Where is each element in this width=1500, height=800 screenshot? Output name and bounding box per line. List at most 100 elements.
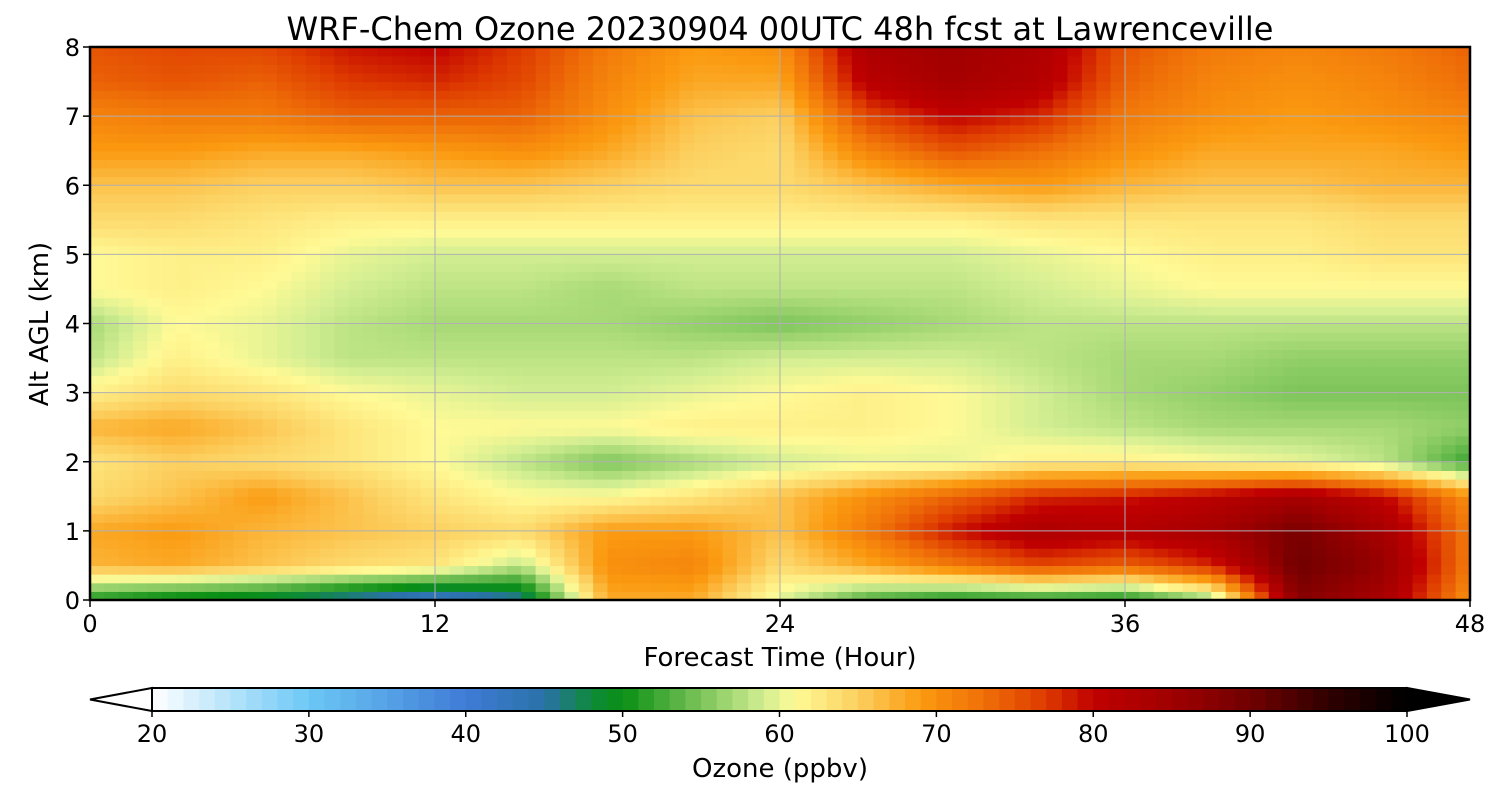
heatmap-cell [1297, 522, 1313, 532]
heatmap-cell [1024, 288, 1040, 299]
heatmap-cell [1182, 375, 1198, 385]
heatmap-cell [406, 349, 422, 359]
heatmap-cell [348, 574, 364, 584]
heatmap-cell [1426, 539, 1442, 549]
heatmap-cell [1053, 487, 1069, 497]
heatmap-cell [276, 150, 292, 160]
heatmap-cell [550, 202, 565, 212]
heatmap-cell [205, 574, 220, 584]
heatmap-cell [751, 323, 767, 333]
heatmap-cell [1297, 418, 1313, 428]
heatmap-cell [1110, 591, 1126, 601]
heatmap-cell [923, 591, 939, 601]
heatmap-cell [248, 530, 264, 541]
heatmap-cell [435, 159, 450, 169]
heatmap-cell [1125, 358, 1140, 368]
heatmap-cell [291, 219, 307, 230]
heatmap-cell [1355, 366, 1370, 376]
heatmap-cell [1139, 461, 1155, 471]
heatmap-cell [190, 245, 206, 255]
heatmap-cell [133, 185, 149, 195]
heatmap-cell [291, 340, 307, 351]
heatmap-cell [377, 444, 393, 454]
heatmap-cell [262, 504, 278, 515]
heatmap-cell [506, 219, 522, 230]
heatmap-cell [679, 332, 695, 342]
heatmap-cell [104, 435, 120, 446]
heatmap-cell [1326, 513, 1342, 523]
heatmap-cell [1311, 375, 1327, 385]
heatmap-cell [1426, 427, 1442, 437]
heatmap-cell [1297, 271, 1313, 281]
heatmap-cell [550, 211, 565, 221]
heatmap-cell [147, 582, 163, 592]
heatmap-cell [607, 479, 623, 489]
heatmap-cell [391, 366, 407, 376]
heatmap-cell [219, 487, 235, 497]
heatmap-cell [248, 496, 264, 506]
heatmap-cell [1168, 219, 1184, 230]
heatmap-cell [420, 150, 436, 160]
heatmap-cell [435, 496, 450, 506]
heatmap-cell [1412, 193, 1428, 204]
heatmap-cell [291, 349, 307, 359]
heatmap-cell [1024, 453, 1040, 463]
heatmap-cell [276, 435, 292, 446]
heatmap-cell [420, 496, 436, 506]
heatmap-cell [1024, 159, 1040, 169]
heatmap-cell [1283, 150, 1299, 160]
heatmap-cell [377, 349, 393, 359]
heatmap-cell [391, 470, 407, 480]
heatmap-cell [1067, 409, 1083, 420]
heatmap-cell [348, 530, 364, 541]
heatmap-cell [1139, 263, 1155, 273]
heatmap-cell [1053, 444, 1069, 454]
heatmap-cell [535, 565, 551, 575]
heatmap-cell [823, 496, 839, 506]
heatmap-cell [550, 418, 565, 428]
heatmap-cell [837, 288, 853, 299]
heatmap-cell [1383, 323, 1399, 333]
heatmap-cell [1139, 383, 1155, 394]
heatmap-cell [808, 219, 824, 230]
heatmap-cell [564, 237, 580, 247]
heatmap-cell [1355, 323, 1370, 333]
heatmap-cell [1283, 444, 1299, 454]
heatmap-cell [291, 582, 307, 592]
heatmap-cell [133, 582, 149, 592]
heatmap-cell [794, 470, 810, 480]
heatmap-cell [205, 591, 220, 601]
heatmap-cell [348, 237, 364, 247]
heatmap-cell [478, 444, 494, 454]
heatmap-cell [1383, 487, 1399, 497]
heatmap-cell [966, 375, 982, 385]
heatmap-cell [1081, 504, 1097, 515]
heatmap-cell [938, 565, 954, 575]
heatmap-cell [1067, 280, 1083, 290]
heatmap-cell [1340, 176, 1356, 186]
heatmap-cell [966, 548, 982, 558]
heatmap-cell [1010, 392, 1025, 402]
heatmap-cell [1340, 219, 1356, 230]
heatmap-cell [190, 228, 206, 238]
heatmap-cell [866, 548, 882, 558]
heatmap-cell [1340, 556, 1356, 567]
heatmap-cell [118, 375, 134, 385]
heatmap-cell [406, 263, 422, 273]
heatmap-cell [118, 280, 134, 290]
heatmap-cell [305, 582, 321, 592]
heatmap-cell [233, 202, 249, 212]
heatmap-cell [578, 245, 594, 255]
heatmap-cell [708, 522, 724, 532]
heatmap-cell [205, 556, 220, 567]
heatmap-cell [808, 435, 824, 446]
heatmap-cell [190, 193, 206, 204]
heatmap-cell [276, 288, 292, 299]
heatmap-cell [1297, 185, 1313, 195]
heatmap-cell [938, 280, 954, 290]
heatmap-cell [1211, 383, 1227, 394]
heatmap-cell [133, 366, 149, 376]
heatmap-cell [1081, 340, 1097, 351]
heatmap-cell [794, 193, 810, 204]
heatmap-cell [363, 211, 379, 221]
